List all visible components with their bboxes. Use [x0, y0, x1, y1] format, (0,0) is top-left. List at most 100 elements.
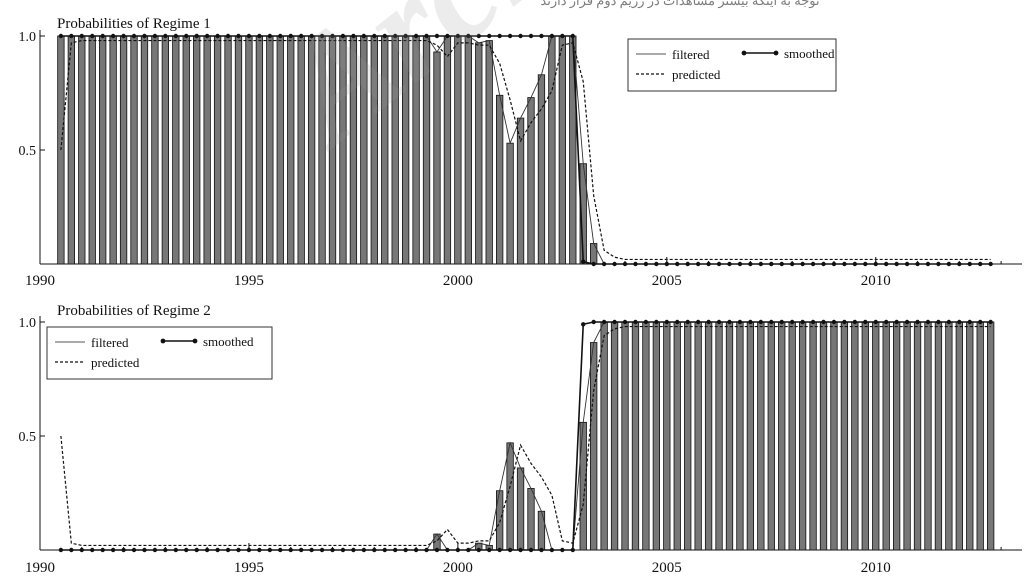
smoothed-point: [58, 33, 64, 39]
smoothed-point: [633, 261, 638, 267]
smoothed-point: [737, 319, 743, 325]
filtered-bar: [78, 35, 86, 265]
smoothed-point: [403, 547, 408, 553]
filtered-bar: [266, 35, 274, 265]
smoothed-point: [142, 33, 147, 39]
smoothed-point: [455, 33, 461, 39]
smoothed-point: [863, 261, 868, 267]
smoothed-point: [267, 547, 273, 553]
smoothed-point: [69, 33, 74, 39]
smoothed-point: [769, 261, 774, 267]
smoothed-point: [309, 547, 314, 553]
filtered-bar: [454, 35, 462, 265]
smoothed-point: [319, 547, 325, 553]
smoothed-point: [79, 33, 84, 39]
smoothed-point: [497, 547, 502, 553]
filtered-bar: [736, 321, 744, 551]
filtered-bar: [527, 488, 535, 551]
filtered-bar: [328, 35, 337, 265]
smoothed-point: [988, 319, 993, 325]
smoothed-point: [601, 319, 607, 325]
filtered-bar: [746, 321, 755, 551]
smoothed-point: [758, 319, 764, 325]
smoothed-point: [978, 319, 983, 325]
smoothed-point: [789, 319, 795, 325]
smoothed-point: [215, 547, 220, 553]
filtered-bar: [892, 321, 901, 551]
filtered-bar: [819, 321, 828, 551]
smoothed-point: [236, 33, 241, 39]
filtered-bar: [496, 94, 504, 265]
filtered-bar: [245, 35, 253, 265]
legend-smoothed-label: smoothed: [203, 334, 254, 349]
smoothed-point: [852, 319, 858, 325]
filtered-bar: [861, 321, 869, 551]
smoothed-point: [643, 319, 649, 325]
smoothed-point: [278, 33, 283, 39]
filtered-bar: [537, 74, 546, 265]
smoothed-point: [69, 547, 74, 553]
filtered-bar: [631, 321, 640, 551]
filtered-bar: [276, 35, 284, 265]
smoothed-point: [539, 547, 544, 553]
smoothed-point: [842, 319, 847, 325]
filtered-bar: [161, 35, 170, 265]
filtered-bar: [99, 35, 107, 265]
filtered-bar: [119, 35, 128, 265]
smoothed-point: [382, 547, 387, 553]
x-tick-label: 2010: [861, 560, 891, 576]
filtered-bar: [307, 35, 316, 265]
smoothed-point: [434, 33, 440, 39]
filtered-bar: [851, 321, 859, 551]
smoothed-point: [330, 547, 335, 553]
smoothed-point: [507, 33, 513, 39]
smoothed-point: [821, 319, 826, 325]
smoothed-point: [372, 547, 377, 553]
chart-title: Probabilities of Regime 2: [57, 303, 211, 319]
smoothed-point: [654, 319, 659, 325]
filtered-bar: [642, 321, 650, 551]
smoothed-point: [883, 319, 889, 325]
filtered-bar: [778, 321, 786, 551]
filtered-bar: [422, 35, 431, 265]
smoothed-point: [236, 547, 241, 553]
smoothed-point: [915, 319, 920, 325]
smoothed-point: [204, 547, 210, 553]
legend-smoothed-label: smoothed: [784, 46, 835, 61]
filtered-bar: [610, 321, 619, 551]
filtered-bar: [558, 35, 566, 265]
smoothed-point: [915, 261, 920, 267]
smoothed-point: [121, 33, 126, 39]
smoothed-point: [173, 33, 179, 39]
smoothed-point: [789, 261, 795, 267]
smoothed-point: [560, 547, 565, 553]
smoothed-point: [601, 261, 607, 267]
header-text: توجه به اینکه بیشتر مشاهدات در رژیم دوم …: [540, 0, 820, 9]
filtered-bar: [976, 321, 984, 551]
smoothed-point: [497, 33, 502, 39]
filtered-bar: [955, 321, 963, 551]
filtered-bar: [757, 321, 765, 551]
smoothed-point: [643, 261, 649, 267]
smoothed-point: [967, 319, 972, 325]
smoothed-point: [424, 33, 429, 39]
filtered-bar: [203, 35, 211, 265]
filtered-bar: [945, 321, 953, 551]
smoothed-point: [194, 33, 199, 39]
chart-panel-1: Probabilities of Regime 1 0.5 1.0 1990 1995 2…: [19, 16, 1022, 289]
legend-filtered-label: filtered: [672, 47, 710, 62]
smoothed-point: [163, 547, 168, 553]
smoothed-point: [581, 322, 586, 327]
smoothed-point: [476, 33, 481, 39]
legend-smoothed-marker: [773, 50, 779, 56]
smoothed-point: [842, 261, 847, 267]
x-tick-label: 1990: [25, 273, 55, 289]
smoothed-point: [978, 261, 983, 267]
smoothed-point: [800, 319, 805, 325]
smoothed-point: [622, 261, 628, 267]
smoothed-point: [194, 547, 199, 553]
smoothed-point: [225, 33, 231, 39]
filtered-bar: [704, 321, 713, 551]
smoothed-point: [163, 33, 168, 39]
